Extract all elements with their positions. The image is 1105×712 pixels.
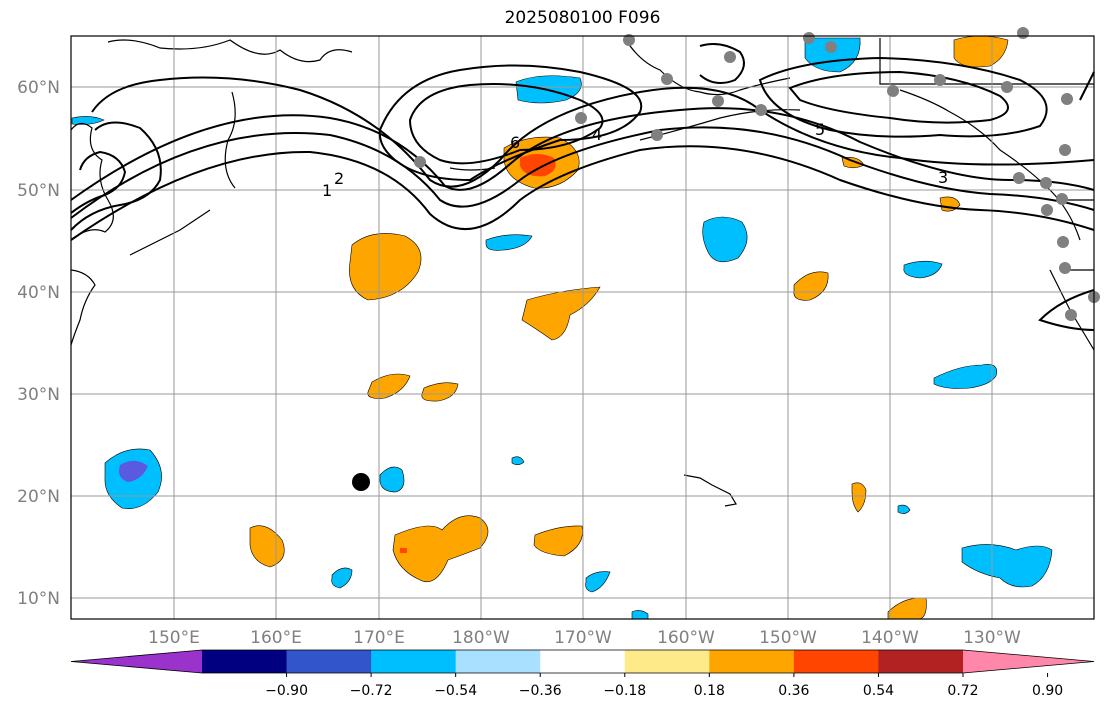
colorbar-tick-label: −0.36: [519, 683, 562, 699]
lat-label: 10°N: [17, 589, 60, 609]
colorbar-segment: [71, 650, 202, 673]
strong-negative-anomaly: [119, 460, 148, 482]
colorbar-tick-label: −0.72: [350, 683, 393, 699]
colorbar-tick-label: 0.72: [947, 683, 978, 699]
map-title: 2025080100 F096: [504, 8, 661, 28]
lon-label: 160°W: [657, 628, 715, 648]
positive-anomaly-areas: [249, 35, 1009, 620]
colorbar: −0.90 −0.72 −0.54 −0.36 −0.18 0.18 0.36 0.54 0.7…: [70, 649, 1095, 699]
lon-label: 170°W: [554, 628, 612, 648]
contour-label-5: 5: [815, 120, 825, 139]
contour-lines: [70, 43, 1095, 331]
lat-label: 20°N: [17, 487, 60, 507]
colorbar-segment: [793, 650, 879, 673]
contour-label-4: 4: [592, 125, 602, 144]
colorbar-tick-label: −0.18: [603, 683, 646, 699]
map-frame: [70, 35, 1095, 620]
lat-label: 60°N: [17, 78, 60, 98]
colorbar-tick-label: 0.90: [1032, 683, 1063, 699]
lon-label: 180°W: [452, 628, 510, 648]
contour-label-1: 1: [322, 181, 332, 200]
lon-label: 150°W: [759, 628, 817, 648]
colorbar-segment: [202, 650, 288, 673]
storm-marker: [352, 473, 370, 491]
colorbar-tick-label: 0.18: [694, 683, 725, 699]
colorbar-segment: [709, 650, 795, 673]
colorbar-segment: [624, 650, 710, 673]
longitude-labels: 150°E 160°E 170°E 180°W 170°W 160°W 150°…: [148, 628, 1021, 648]
contour-label-6: 6: [510, 133, 520, 152]
colorbar-segment: [455, 650, 541, 673]
lon-label: 140°W: [861, 628, 919, 648]
latitude-labels: 10°N 20°N 30°N 40°N 50°N 60°N: [17, 78, 60, 609]
colorbar-segment: [371, 650, 457, 673]
lon-label: 170°E: [353, 628, 405, 648]
lat-label: 40°N: [17, 283, 60, 303]
lat-label: 50°N: [17, 181, 60, 201]
strong-positive-anomaly: [400, 154, 556, 553]
colorbar-tick-label: 0.36: [778, 683, 809, 699]
station-markers: [414, 27, 1100, 321]
colorbar-segment: [286, 650, 372, 673]
lon-label: 150°E: [148, 628, 200, 648]
lon-label: 130°W: [963, 628, 1021, 648]
colorbar-tick-label: −0.90: [265, 683, 308, 699]
colorbar-segment: [878, 650, 964, 673]
lat-label: 30°N: [17, 385, 60, 405]
graticule: [71, 36, 1094, 619]
contour-label-2: 2: [334, 169, 344, 188]
colorbar-tick-label: 0.54: [863, 683, 894, 699]
contour-labels: 1 2 3 4 5 6: [322, 120, 948, 200]
colorbar-outline: [70, 649, 1095, 674]
colorbar-segment: [963, 650, 1094, 673]
colorbar-tick-label: −0.54: [434, 683, 477, 699]
colorbar-segment: [540, 650, 626, 673]
contour-label-3: 3: [938, 168, 948, 187]
lon-label: 160°E: [250, 628, 302, 648]
